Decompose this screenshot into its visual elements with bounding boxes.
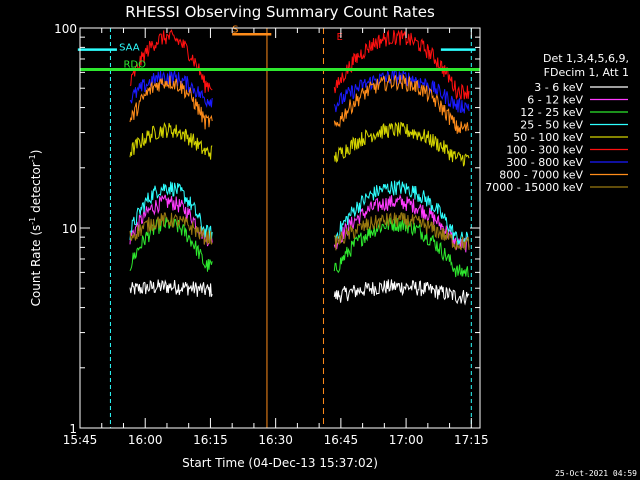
series-trace	[333, 279, 470, 306]
series-trace	[129, 75, 213, 130]
y-tick-label: 1	[69, 422, 77, 436]
legend-label: 3 - 6 keV	[534, 81, 583, 94]
legend-label: 6 - 12 keV	[527, 94, 583, 107]
series-layer	[129, 29, 470, 306]
series-trace	[129, 29, 213, 93]
legend-header-detectors: Det 1,3,4,5,6,9,	[543, 52, 629, 65]
series-trace	[333, 69, 470, 114]
axis-layer: 15:45 16:00 16:15 16:30 16:45 17:00 17:15 1 10 10…	[54, 22, 489, 447]
legend-label: 7000 - 15000 keV	[485, 181, 583, 194]
x-tick-label: 15:45	[63, 433, 98, 447]
y-tick-label: 100	[54, 22, 77, 36]
legend-header-decim: FDecim 1, Att 1	[544, 66, 629, 79]
annotation-label: SAA	[119, 43, 140, 54]
legend-label: 800 - 7000 keV	[499, 169, 583, 182]
series-trace	[333, 217, 470, 278]
series-trace	[333, 121, 470, 167]
y-tick-label: 10	[62, 222, 77, 236]
annotation-label: RDO	[123, 59, 146, 70]
legend-label: 100 - 300 keV	[506, 144, 583, 157]
series-trace	[129, 279, 213, 297]
x-tick-label: 16:45	[324, 433, 359, 447]
legend-label: 25 - 50 keV	[520, 119, 583, 132]
x-tick-label: 17:00	[389, 433, 424, 447]
footer-timestamp: 25-Oct-2021 04:59	[555, 469, 637, 478]
series-trace	[333, 212, 470, 251]
series-trace	[333, 73, 470, 134]
series-trace	[334, 179, 470, 246]
series-trace	[129, 181, 213, 240]
annotation-label: S	[232, 24, 238, 35]
x-tick-label: 16:15	[193, 433, 228, 447]
x-tick-label: 16:00	[128, 433, 163, 447]
x-tick-label: 17:15	[454, 433, 489, 447]
series-trace	[129, 121, 213, 160]
series-trace	[129, 212, 213, 246]
chart-title: RHESSI Observing Summary Count Rates	[125, 3, 435, 21]
legend-label: 300 - 800 keV	[506, 156, 583, 169]
annotation-label: E	[337, 32, 343, 43]
x-tick-label: 16:30	[258, 433, 293, 447]
series-trace	[129, 70, 213, 108]
series-trace	[333, 193, 470, 253]
y-axis-label: Count Rate (s-1 detector-1)	[28, 150, 43, 307]
legend-label: 50 - 100 keV	[513, 131, 583, 144]
x-axis-label: Start Time (04-Dec-13 15:37:02)	[182, 456, 378, 470]
legend: Det 1,3,4,5,6,9, FDecim 1, Att 1 3 - 6 k…	[485, 52, 629, 194]
marker-layer: RDO S E SAA	[77, 24, 480, 428]
series-trace	[333, 29, 470, 100]
legend-label: 12 - 25 keV	[520, 106, 583, 119]
